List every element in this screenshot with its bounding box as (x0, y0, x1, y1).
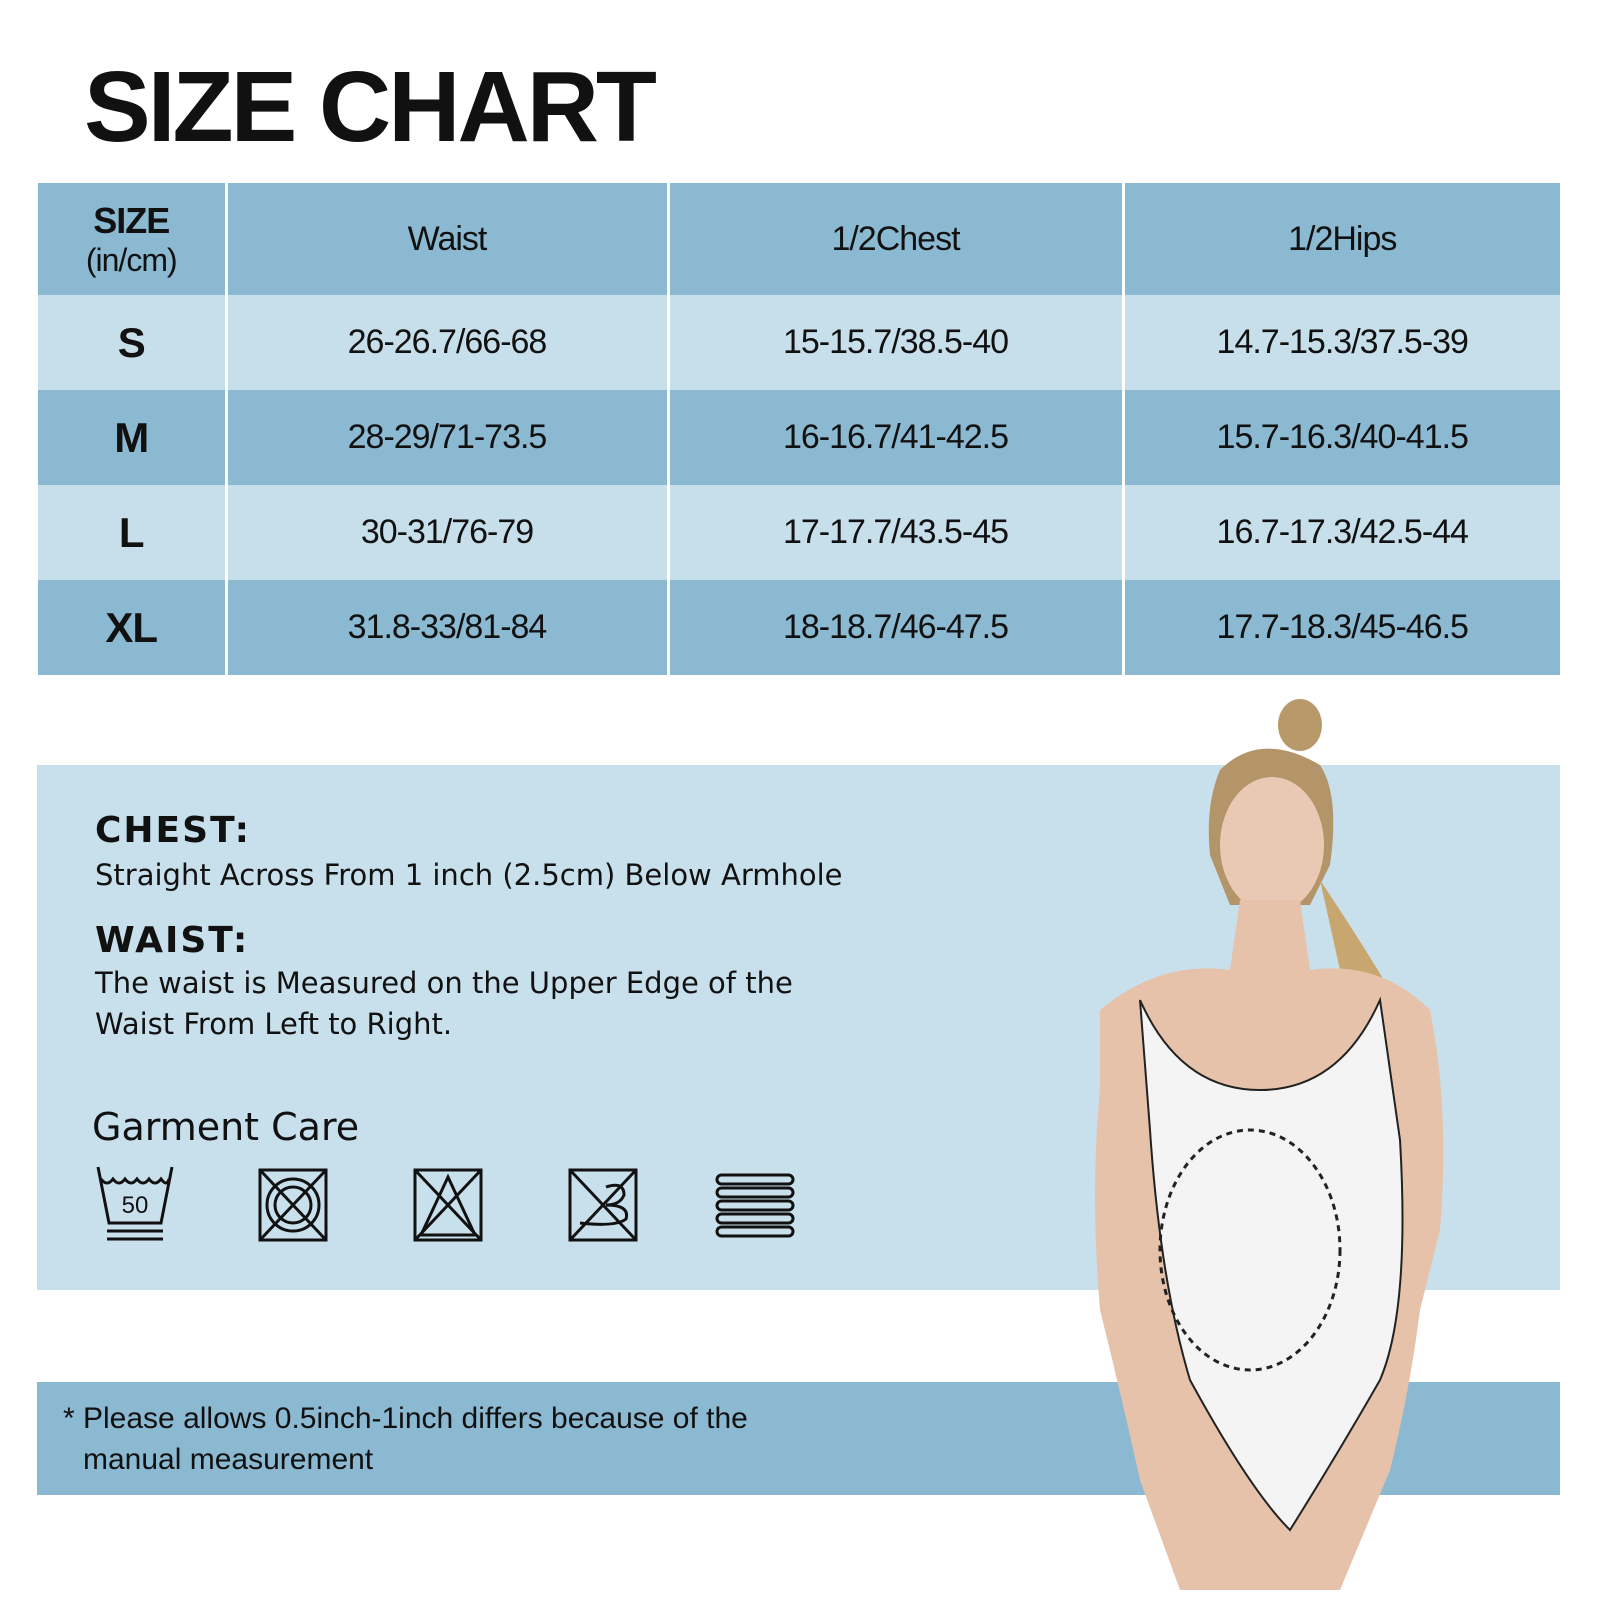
column-header-chest: 1/2Chest (666, 183, 1123, 295)
size-header-label: SIZE (93, 199, 170, 241)
wash-50-icon: 50 (96, 1166, 174, 1241)
column-header-waist: Waist (224, 183, 668, 295)
swimsuit (1139, 996, 1404, 1532)
waist-text-1: The waist is Measured on the Upper Edge … (95, 966, 793, 1000)
swimsuit-print (1158, 1128, 1342, 1372)
waist-cell: 28-29/71-73.5 (224, 390, 668, 485)
chest-label: CHEST: (95, 810, 252, 851)
table-row: XL 31.8-33/81-84 18-18.7/46-47.5 17.7-18.3/… (38, 580, 1560, 675)
page-title: SIZE CHART (84, 51, 657, 163)
wash-temp-label: 50 (122, 1192, 149, 1219)
chest-cell: 15-15.7/38.5-40 (666, 295, 1123, 390)
size-cell: L (118, 508, 145, 556)
garment-care-title: Garment Care (92, 1105, 360, 1149)
hips-cell: 16.7-17.3/42.5-44 (1121, 485, 1560, 580)
chest-cell: 18-18.7/46-47.5 (666, 580, 1123, 675)
hips-cell: 17.7-18.3/45-46.5 (1121, 580, 1560, 675)
table-row: L 30-31/76-79 17-17.7/43.5-45 16.7-17.3/42.… (38, 485, 1560, 580)
footer-note-line-1: * Please allows 0.5inch-1inch differs be… (63, 1402, 748, 1435)
hips-cell: 15.7-16.3/40-41.5 (1121, 390, 1560, 485)
model-photo (1095, 699, 1444, 1590)
hair-bun (1278, 699, 1322, 751)
table-row: M 28-29/71-73.5 16-16.7/41-42.5 15.7-16.3/4… (38, 390, 1560, 485)
waist-cell: 31.8-33/81-84 (224, 580, 668, 675)
table-row: S 26-26.7/66-68 15-15.7/38.5-40 14.7-15.3/3… (38, 295, 1560, 390)
do-not-bleach-icon (413, 1168, 483, 1242)
do-not-dryclean-icon (258, 1168, 328, 1242)
unit-header-label: (in/cm) (85, 241, 178, 278)
footer-note-line-2: manual measurement (83, 1443, 374, 1476)
waist-cell: 30-31/76-79 (224, 485, 668, 580)
do-not-iron-icon (568, 1168, 638, 1242)
chest-text: Straight Across From 1 inch (2.5cm) Belo… (95, 858, 843, 892)
neck (1230, 900, 1310, 970)
hips-cell: 14.7-15.3/37.5-39 (1121, 295, 1560, 390)
size-table: SIZE (in/cm) Waist 1/2Chest 1/2Hips S 26-2… (38, 183, 1560, 675)
dry-flat-icon (715, 1173, 795, 1238)
waist-text-2: Waist From Left to Right. (95, 1007, 453, 1041)
size-cell: S (117, 318, 146, 366)
chest-cell: 16-16.7/41-42.5 (666, 390, 1123, 485)
waist-label: WAIST: (95, 920, 250, 961)
size-cell: XL (105, 603, 158, 651)
size-cell: M (114, 413, 149, 461)
waist-cell: 26-26.7/66-68 (224, 295, 668, 390)
face (1220, 777, 1324, 913)
size-header: SIZE (in/cm) (38, 183, 226, 295)
table-header-row: SIZE (in/cm) Waist 1/2Chest 1/2Hips (38, 183, 1560, 295)
chest-cell: 17-17.7/43.5-45 (666, 485, 1123, 580)
column-header-hips: 1/2Hips (1121, 183, 1560, 295)
